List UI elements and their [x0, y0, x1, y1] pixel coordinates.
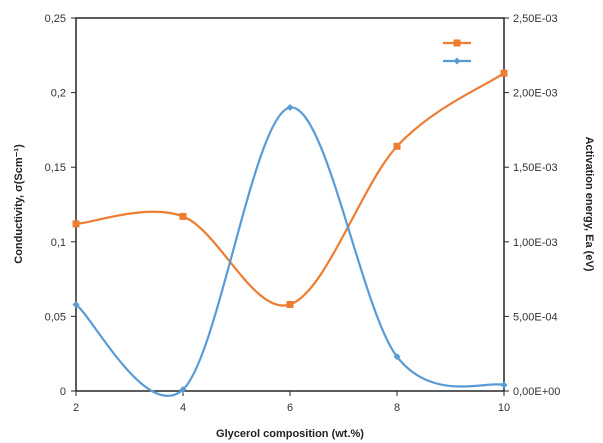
series-1-point — [286, 300, 294, 308]
x-axis-ticks: 2 4 6 8 10 — [73, 391, 510, 414]
x-tick-label: 10 — [498, 402, 510, 414]
y-axis-title-right: Activation energy, Ea (eV) — [583, 137, 595, 272]
left-tick-label: 0,15 — [45, 162, 66, 174]
left-tick-label: 0,05 — [45, 311, 66, 323]
right-tick-label: 5,00E-04 — [513, 311, 558, 323]
series-1-point — [500, 69, 508, 77]
left-tick-label: 0,1 — [51, 237, 66, 249]
right-tick-label: 2,50E-03 — [513, 13, 558, 25]
series-2-point — [393, 353, 401, 361]
legend — [443, 39, 471, 65]
x-axis-title: Glycerol composition (wt.%) — [216, 428, 364, 440]
left-tick-label: 0 — [60, 386, 66, 398]
x-tick-label: 8 — [394, 402, 400, 414]
left-axis-ticks: 0 0,05 0,1 0,15 0,2 0,25 — [45, 13, 76, 398]
y-axis-title-left: Conductivity, σ(Scm⁻¹) — [13, 144, 25, 264]
legend-series-1-marker — [453, 39, 461, 47]
series-2-point — [72, 300, 80, 308]
series-1-point — [179, 212, 187, 220]
left-tick-label: 0,2 — [51, 88, 66, 100]
series-2-point — [179, 386, 187, 394]
left-tick-label: 0,25 — [45, 13, 66, 25]
series-1-point — [72, 220, 80, 228]
x-tick-label: 4 — [180, 402, 186, 414]
series-2-line — [75, 106, 505, 397]
x-tick-label: 6 — [287, 402, 293, 414]
right-tick-label: 0,00E+00 — [513, 386, 560, 398]
legend-series-2-marker — [453, 57, 461, 65]
series-2-point — [286, 104, 294, 112]
series-2-point — [500, 381, 508, 389]
plot-area — [75, 17, 505, 392]
series-layer — [72, 69, 508, 397]
series-1-point — [393, 142, 401, 150]
x-tick-label: 2 — [73, 402, 79, 414]
right-tick-label: 2,00E-03 — [513, 88, 558, 100]
right-tick-label: 1,50E-03 — [513, 162, 558, 174]
right-tick-label: 1,00E-03 — [513, 237, 558, 249]
right-axis-ticks: 0,00E+00 5,00E-04 1,00E-03 1,50E-03 2,00E-03… — [504, 13, 560, 398]
